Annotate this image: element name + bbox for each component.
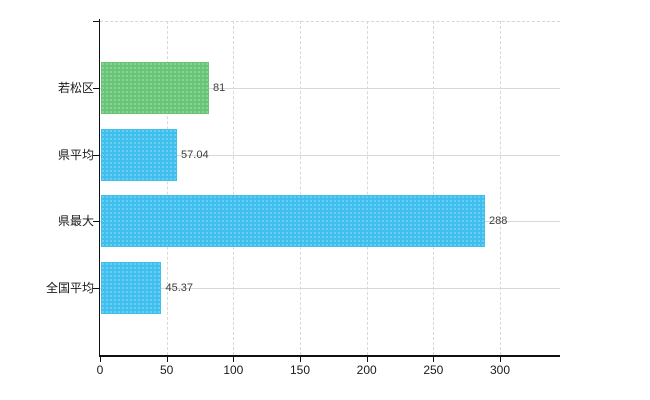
bar-4	[101, 262, 162, 315]
x-axis-tick	[433, 356, 435, 362]
x-axis-tick	[300, 356, 301, 362]
y-axis-category-label: 全国平均	[45, 281, 94, 296]
x-axis-tick	[233, 356, 235, 362]
x-axis-tick	[366, 356, 368, 362]
x-axis-tick-label: 50	[159, 363, 174, 377]
x-axis-tick-label: 100	[223, 363, 244, 377]
row-gridline	[100, 87, 560, 89]
y-axis-tick	[93, 288, 100, 290]
x-axis-tick	[166, 356, 168, 362]
bar-1	[101, 61, 209, 114]
y-axis-tick	[93, 154, 100, 156]
vertical-gridline	[233, 21, 235, 355]
x-axis-tick-label: 250	[423, 363, 444, 377]
y-axis-top-tick	[93, 21, 100, 22]
bar-3	[101, 195, 485, 248]
plot-top-gridline	[100, 21, 560, 22]
y-axis-tick	[93, 87, 100, 89]
bar-value-label: 81	[213, 81, 226, 94]
y-axis-category-label: 県最大	[57, 214, 94, 229]
vertical-gridline	[433, 21, 435, 355]
bar-2	[101, 128, 178, 181]
row-gridline	[100, 154, 560, 156]
x-axis-line	[98, 355, 560, 357]
y-axis-category-label: 県平均	[57, 147, 94, 162]
y-axis-tick	[93, 221, 100, 223]
y-axis-category-label: 若松区	[57, 80, 94, 95]
x-axis-tick-label: 200	[356, 363, 377, 377]
x-axis-tick-label: 150	[289, 363, 311, 377]
vertical-gridline	[500, 21, 501, 355]
x-axis-tick	[100, 356, 101, 362]
x-axis-tick-label: 0	[96, 363, 104, 377]
vertical-gridline	[366, 21, 368, 355]
x-axis-tick-label: 300	[489, 363, 511, 377]
x-axis-tick	[500, 356, 501, 362]
y-axis-line	[98, 19, 100, 357]
bar-value-label: 45.37	[165, 282, 194, 295]
row-gridline	[100, 288, 560, 290]
vertical-gridline	[166, 21, 168, 355]
bar-value-label: 57.04	[181, 148, 209, 161]
vertical-gridline	[300, 21, 301, 355]
bar-value-label: 288	[489, 215, 508, 228]
